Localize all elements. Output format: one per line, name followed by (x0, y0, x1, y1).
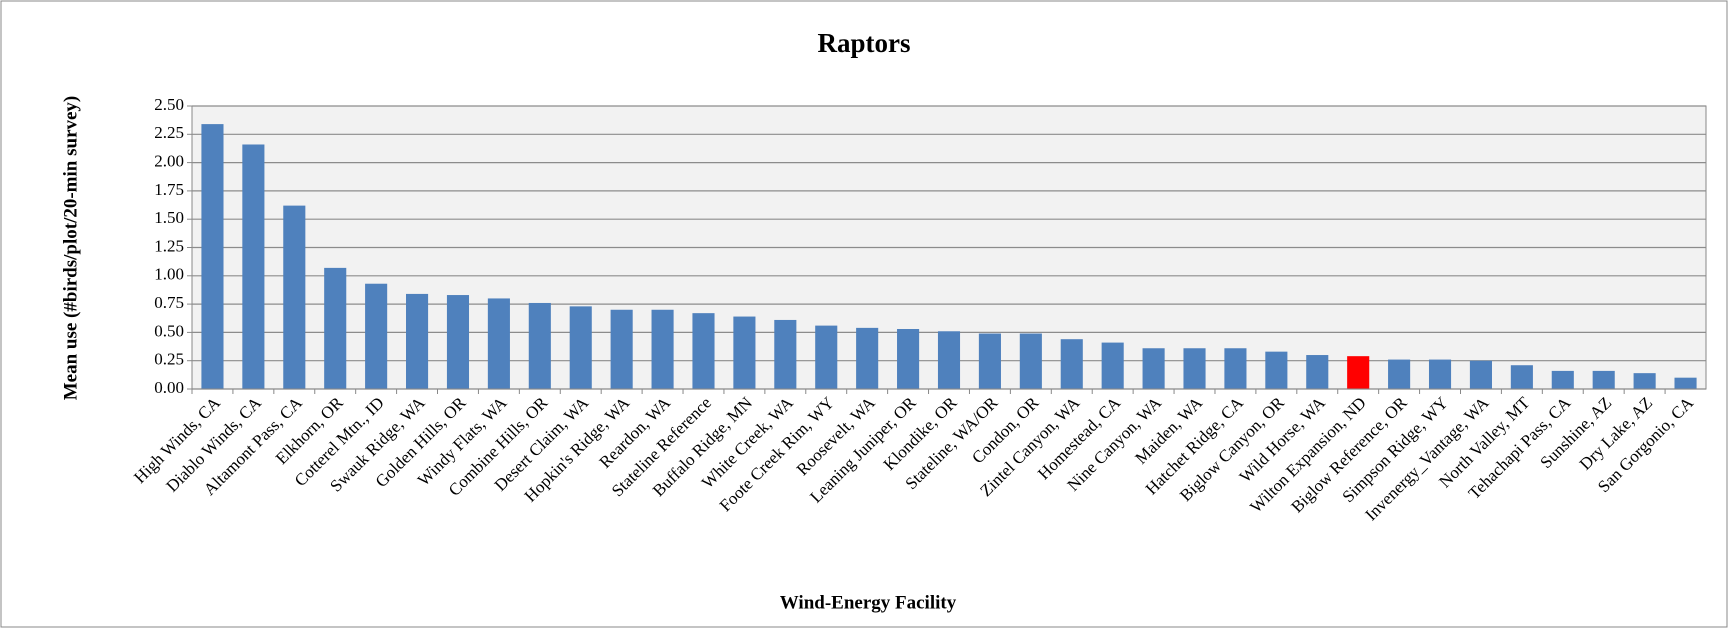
bar (978, 333, 1001, 389)
bar (1306, 355, 1329, 389)
y-tick-label: 1.00 (154, 265, 184, 284)
y-tick-label: 1.75 (154, 180, 184, 199)
bar (1265, 351, 1288, 389)
y-tick-label: 0.00 (154, 378, 184, 397)
bar (1633, 373, 1656, 389)
bar (487, 298, 510, 389)
bar (692, 313, 715, 389)
bar (1388, 359, 1411, 389)
chart-title: Raptors (818, 28, 911, 58)
y-tick-label: 0.75 (154, 293, 184, 312)
bar (856, 327, 879, 389)
bar (1142, 348, 1165, 389)
bar (610, 309, 633, 389)
bar (815, 325, 838, 389)
y-tick-label: 2.50 (154, 95, 184, 114)
bar (1510, 365, 1533, 389)
bar (406, 293, 429, 389)
bar (1019, 333, 1042, 389)
bar (324, 267, 347, 389)
bar (1551, 370, 1574, 389)
bar (242, 144, 265, 389)
bar (569, 306, 592, 389)
bar (365, 283, 388, 389)
bar (1428, 359, 1452, 389)
bar (201, 124, 224, 389)
bar (897, 329, 920, 389)
bar (1060, 339, 1083, 389)
y-tick-label: 1.25 (154, 236, 184, 255)
bar (1469, 360, 1492, 389)
bar (1183, 348, 1206, 389)
bar (283, 205, 306, 389)
y-tick-label: 0.25 (154, 350, 184, 369)
bar (1224, 348, 1247, 389)
bar (1592, 370, 1615, 389)
bar (1101, 342, 1124, 389)
x-axis-label: Wind-Energy Facility (780, 592, 957, 613)
y-tick-label: 2.25 (154, 123, 184, 142)
bar (774, 319, 797, 389)
bar (733, 316, 756, 389)
bar (937, 331, 961, 389)
y-axis-label: Mean use (#birds/plot/20-min survey) (60, 96, 81, 401)
bar (446, 295, 470, 389)
y-tick-label: 0.50 (154, 321, 184, 340)
bar (1674, 377, 1697, 389)
bar (528, 302, 551, 389)
y-tick-label: 2.00 (154, 152, 184, 171)
bar (651, 309, 674, 389)
bar (1347, 356, 1370, 389)
y-tick-label: 1.50 (154, 208, 184, 227)
